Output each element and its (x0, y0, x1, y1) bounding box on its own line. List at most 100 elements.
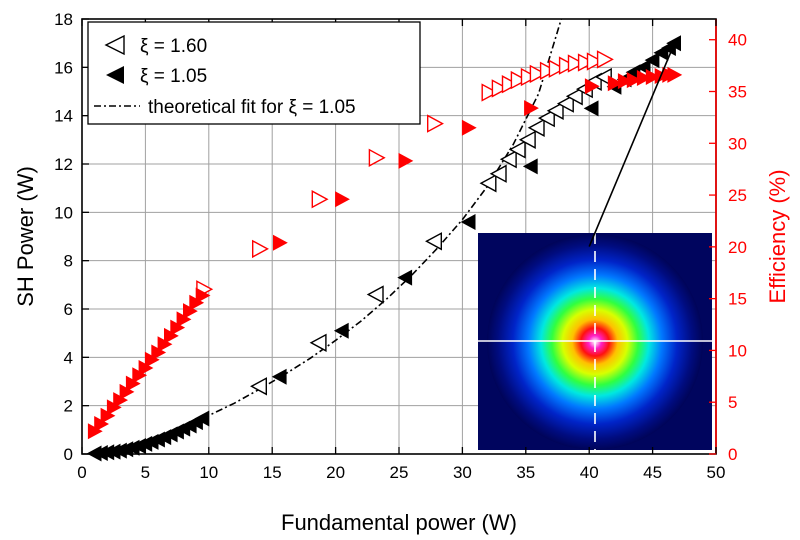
data-point-open (508, 140, 526, 159)
data-point-open (594, 67, 612, 87)
data-point-filled (100, 407, 116, 424)
x-tick-label: 30 (453, 463, 472, 482)
legend-label-xi-160: ξ = 1.60 (140, 36, 207, 57)
data-point-filled (93, 445, 108, 461)
y2-tick-label: 40 (728, 31, 747, 50)
data-point-open (427, 114, 444, 133)
data-point-open (251, 239, 269, 259)
x-axis-title: Fundamental power (W) (281, 510, 517, 535)
data-point-filled (626, 72, 642, 89)
legend-label-xi-105: ξ = 1.05 (140, 66, 207, 87)
x-tick-label: 0 (77, 463, 86, 482)
data-point-open (546, 101, 564, 120)
data-point-open (250, 377, 267, 396)
data-point-filled (170, 319, 186, 336)
y2-tick-label: 0 (728, 445, 737, 464)
data-point-open (481, 83, 499, 102)
data-point-filled (636, 70, 652, 86)
data-point-filled (99, 444, 115, 461)
data-point-filled (157, 336, 173, 353)
y-tick-label: 18 (54, 10, 73, 29)
data-point-filled (666, 35, 681, 52)
data-point-filled (335, 191, 350, 208)
y-tick-label: 4 (64, 348, 73, 367)
data-point-open (520, 67, 538, 87)
y2-tick-label: 5 (728, 393, 737, 412)
data-point-open (577, 53, 595, 72)
legend-label-fit: theoretical fit for ξ = 1.05 (148, 97, 356, 118)
data-point-filled (617, 73, 633, 90)
data-point-open (366, 285, 384, 304)
legend-box (87, 21, 421, 125)
data-point-filled (607, 75, 623, 92)
data-point-filled (645, 69, 661, 85)
data-point-filled (333, 322, 349, 339)
data-point-filled (397, 269, 413, 286)
legend-marker-filled-triangle (106, 66, 124, 84)
data-point-filled (125, 375, 141, 392)
data-point-open (489, 164, 507, 183)
data-point-filled (105, 443, 121, 460)
data-point-open (548, 59, 566, 78)
data-point-filled (461, 119, 477, 136)
data-point-open (368, 148, 386, 167)
data-point-open (558, 56, 576, 75)
y-tick-label: 8 (64, 252, 73, 271)
data-point-open (479, 174, 497, 193)
y-tick-label: 6 (64, 300, 73, 319)
data-point-open (529, 64, 547, 84)
data-point-filled (667, 66, 683, 83)
data-point-filled (194, 410, 210, 427)
y-tick-label: 14 (54, 107, 73, 126)
data-point-open (527, 118, 545, 137)
data-point-open (537, 108, 555, 128)
data-point-filled (271, 368, 287, 385)
data-point-filled (176, 311, 192, 328)
data-point-open (567, 54, 585, 73)
y2-tick-label: 25 (728, 186, 747, 205)
data-point-filled (273, 234, 288, 251)
data-point-open (596, 50, 614, 69)
data-point-filled (195, 287, 211, 304)
legend: ξ = 1.60 ξ = 1.05 theoretical fit for ξ … (87, 21, 421, 125)
data-point-filled (460, 214, 476, 230)
y-tick-label: 16 (54, 58, 73, 77)
x-tick-label: 35 (516, 463, 535, 482)
x-tick-label: 20 (326, 463, 345, 482)
y-axis-title: SH Power (W) (13, 166, 38, 307)
data-point-open (565, 87, 583, 106)
arrow-layer (588, 46, 674, 247)
y2-tick-label: 35 (728, 83, 747, 102)
data-point-open (556, 94, 574, 113)
data-point-filled (625, 64, 641, 81)
x-tick-label: 15 (263, 463, 282, 482)
data-point-open (539, 61, 557, 80)
data-point-open (510, 70, 528, 90)
data-point-open (311, 190, 329, 209)
data-point-filled (584, 78, 600, 95)
data-point-filled (138, 360, 154, 376)
data-point-filled (119, 383, 135, 400)
y2-tick-label: 30 (728, 134, 747, 153)
data-point-open (309, 333, 327, 352)
y2-tick-label: 15 (728, 290, 747, 309)
y2-tick-label: 10 (728, 341, 747, 360)
x-tick-label: 25 (390, 463, 409, 482)
data-point-filled (583, 100, 599, 117)
y-tick-label: 12 (54, 155, 73, 174)
y-tick-label: 0 (64, 445, 73, 464)
data-point-filled (524, 100, 539, 117)
y2-axis-title: Efficiency (%) (765, 169, 790, 303)
x-tick-label: 10 (199, 463, 218, 482)
data-point-open (491, 79, 509, 98)
inset-arrow (588, 46, 674, 247)
x-tick-label: 45 (643, 463, 662, 482)
data-point-filled (151, 344, 167, 361)
data-point-open (425, 232, 442, 251)
data-point-open (499, 150, 517, 169)
data-point-filled (183, 303, 198, 320)
data-point-filled (522, 158, 538, 175)
y-tick-label: 10 (54, 203, 73, 222)
y-tick-label: 2 (64, 397, 73, 416)
data-point-open (586, 52, 604, 71)
